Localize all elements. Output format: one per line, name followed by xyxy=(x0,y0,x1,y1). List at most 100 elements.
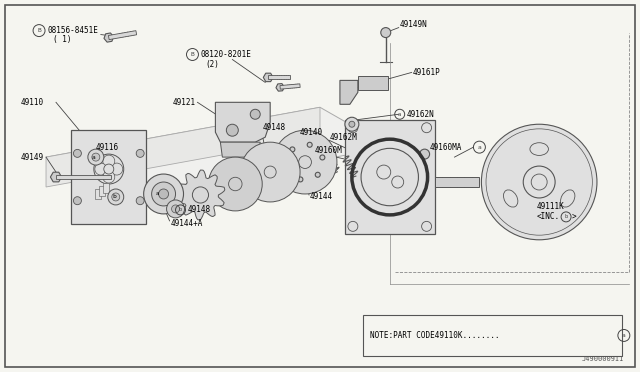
Circle shape xyxy=(320,155,325,160)
Text: a: a xyxy=(156,192,159,196)
Polygon shape xyxy=(51,172,61,182)
Polygon shape xyxy=(340,80,358,104)
Text: b: b xyxy=(179,208,182,212)
Circle shape xyxy=(285,164,290,169)
Polygon shape xyxy=(435,177,479,187)
Circle shape xyxy=(316,172,320,177)
Text: a: a xyxy=(622,333,626,338)
Polygon shape xyxy=(108,31,136,39)
Text: NOTE:PART CODE49110K........: NOTE:PART CODE49110K........ xyxy=(370,331,499,340)
Polygon shape xyxy=(263,73,273,81)
Text: ( 1): ( 1) xyxy=(53,35,72,44)
Text: 49110: 49110 xyxy=(21,98,44,107)
Circle shape xyxy=(88,149,104,165)
Text: a: a xyxy=(477,145,481,150)
Text: 49144+A: 49144+A xyxy=(171,219,203,228)
Circle shape xyxy=(108,189,124,205)
Circle shape xyxy=(250,109,260,119)
Bar xyxy=(363,314,622,356)
Circle shape xyxy=(103,155,115,167)
Circle shape xyxy=(95,163,107,175)
Bar xyxy=(72,130,146,224)
Circle shape xyxy=(112,193,120,201)
Text: 49148: 49148 xyxy=(262,123,285,132)
Circle shape xyxy=(240,142,300,202)
Polygon shape xyxy=(46,107,390,197)
Ellipse shape xyxy=(504,190,518,207)
Circle shape xyxy=(264,166,276,178)
Polygon shape xyxy=(280,84,300,89)
Circle shape xyxy=(143,174,184,214)
Text: (2): (2) xyxy=(205,60,220,69)
Circle shape xyxy=(193,187,209,203)
Polygon shape xyxy=(216,102,270,142)
Text: <INC.: <INC. xyxy=(536,212,559,221)
Polygon shape xyxy=(220,142,260,157)
Text: J4900009II: J4900009II xyxy=(581,356,624,362)
Circle shape xyxy=(111,163,123,175)
Circle shape xyxy=(348,123,358,133)
Text: a: a xyxy=(92,155,96,160)
Circle shape xyxy=(172,205,180,213)
Bar xyxy=(345,120,435,234)
Circle shape xyxy=(524,166,555,198)
Text: 08120-8201E: 08120-8201E xyxy=(200,50,252,59)
Polygon shape xyxy=(176,170,225,220)
Bar xyxy=(99,186,105,196)
Circle shape xyxy=(381,28,391,38)
Circle shape xyxy=(299,156,312,169)
Text: 49160M: 49160M xyxy=(315,145,343,155)
Circle shape xyxy=(486,129,593,235)
Text: 49111K: 49111K xyxy=(536,202,564,211)
Text: 49149: 49149 xyxy=(21,153,44,161)
Bar xyxy=(103,183,109,193)
Circle shape xyxy=(152,182,175,206)
Circle shape xyxy=(136,197,144,205)
Polygon shape xyxy=(104,33,113,42)
Circle shape xyxy=(345,117,359,131)
Polygon shape xyxy=(46,107,320,187)
Circle shape xyxy=(422,221,431,231)
Polygon shape xyxy=(56,174,111,179)
Circle shape xyxy=(74,197,81,205)
Text: 49140: 49140 xyxy=(300,128,323,137)
Circle shape xyxy=(227,124,238,136)
Text: 08156-8451E: 08156-8451E xyxy=(47,26,98,35)
Circle shape xyxy=(481,124,597,240)
Circle shape xyxy=(392,176,404,188)
Text: 49161P: 49161P xyxy=(413,68,440,77)
Circle shape xyxy=(348,221,358,231)
Text: B: B xyxy=(191,52,195,57)
Text: 49162N: 49162N xyxy=(406,110,435,119)
Circle shape xyxy=(209,157,262,211)
Circle shape xyxy=(228,177,242,191)
Circle shape xyxy=(94,154,124,184)
Circle shape xyxy=(307,142,312,147)
Circle shape xyxy=(290,147,295,152)
Polygon shape xyxy=(276,84,284,91)
Text: b: b xyxy=(564,214,568,219)
Text: >: > xyxy=(572,212,577,221)
Text: b: b xyxy=(112,195,116,199)
Circle shape xyxy=(531,174,547,190)
Bar xyxy=(95,189,101,199)
Circle shape xyxy=(104,164,114,174)
Ellipse shape xyxy=(561,190,575,207)
Circle shape xyxy=(422,123,431,133)
Circle shape xyxy=(74,150,81,157)
Circle shape xyxy=(361,148,419,206)
Circle shape xyxy=(377,165,391,179)
Circle shape xyxy=(349,121,355,127)
Text: 49116: 49116 xyxy=(96,142,119,152)
Bar xyxy=(358,76,388,90)
Circle shape xyxy=(92,153,100,161)
Circle shape xyxy=(298,177,303,182)
Circle shape xyxy=(166,200,184,218)
Text: 49162M: 49162M xyxy=(330,133,358,142)
Ellipse shape xyxy=(530,143,548,155)
Text: 49148: 49148 xyxy=(188,205,211,214)
Circle shape xyxy=(136,150,144,157)
Text: 49121: 49121 xyxy=(172,98,195,107)
Text: 49144: 49144 xyxy=(310,192,333,202)
Text: 49160MA: 49160MA xyxy=(429,142,462,152)
